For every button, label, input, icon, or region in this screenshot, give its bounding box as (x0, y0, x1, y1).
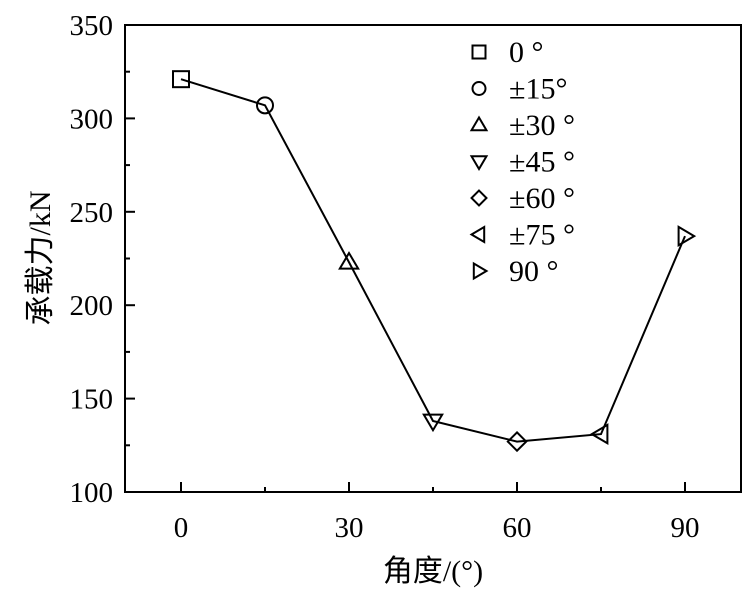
data-point (677, 225, 697, 248)
legend-marker (469, 115, 489, 132)
y-tick-label: 300 (70, 103, 114, 135)
x-tick-label: 0 (174, 512, 189, 544)
legend-label: ±30 ° (509, 109, 575, 142)
legend-marker (469, 155, 489, 171)
x-tick-label: 90 (671, 512, 700, 544)
legend-label: 0 ° (509, 36, 544, 69)
series-layer (172, 70, 697, 453)
legend-marker (471, 44, 487, 60)
legend-marker (472, 261, 489, 281)
series-line (180, 78, 686, 443)
y-tick-label: 200 (70, 290, 114, 322)
data-point (506, 430, 528, 453)
legend-label: 90 ° (509, 255, 559, 288)
legend: 0 ° ±15°±30 ° ±45 °±60 ° ±75 °90 ° (469, 36, 575, 288)
data-point (422, 413, 444, 433)
x-tick-label: 60 (503, 512, 532, 544)
data-point (338, 251, 360, 270)
data-point (172, 70, 190, 89)
legend-marker (470, 189, 488, 207)
legend-label: ±45 ° (509, 146, 575, 179)
x-axis-label: 角度/(°) (383, 555, 483, 588)
ticks-layer: 100 150 200 250 300 350 0 30 60 90 (70, 10, 700, 544)
legend-marker (469, 225, 486, 244)
y-tick-label: 150 (70, 384, 114, 416)
y-tick-label: 350 (70, 10, 114, 42)
legend-label: ±15° (509, 73, 567, 106)
data-point (589, 423, 609, 446)
y-axis-label: 承载力/kN (24, 191, 57, 326)
y-tick-label: 250 (70, 197, 114, 229)
legend-label: ±75 ° (509, 219, 575, 252)
legend-marker (471, 81, 487, 96)
legend-label: ±60 ° (509, 182, 575, 215)
y-tick-label: 100 (70, 477, 114, 509)
x-tick-label: 30 (335, 512, 364, 544)
plot-frame (124, 24, 742, 493)
data-point (256, 96, 274, 115)
